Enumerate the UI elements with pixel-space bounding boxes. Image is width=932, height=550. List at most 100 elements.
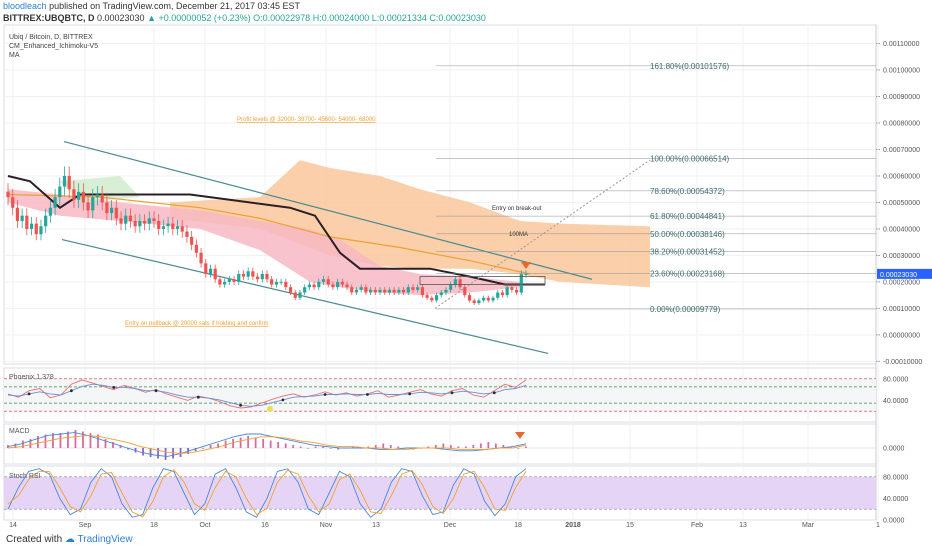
phoenix-series-line [7,379,527,409]
candle-body [317,281,321,288]
candle-body [95,194,100,198]
candle-body [124,215,128,224]
candle-body [227,279,231,282]
x-tick-label: 1 [876,522,880,529]
ichimoku-cloud [170,160,650,288]
phoenix-dot [450,391,454,395]
candle-body [411,287,415,290]
up-triangle-icon: ▲ [147,13,157,23]
candle-body [39,226,43,235]
macd-hist-bar [487,442,490,448]
macd-hist-bar [172,448,174,459]
macd-hist-bar [277,442,280,448]
macd-hist-bar [427,446,430,448]
macd-hist-bar [457,446,460,448]
candle-body [237,273,241,282]
candle-body [430,297,434,301]
x-tick-label: 14 [9,522,17,529]
macd-hist-bar [269,440,272,448]
macd-hist-bar [284,443,287,448]
down-arrow-icon [521,262,531,269]
candle-body [293,292,297,298]
phoenix-y-label: 40.0000 [883,398,908,405]
candle-body [67,175,71,190]
macd-hist-bar [472,445,475,448]
candle-body [142,220,147,224]
macd-hist-bar [179,448,182,457]
candle-body [524,273,528,275]
y-tick-label: 0.00000000 [883,332,920,339]
y-tick-label: 0.00050000 [883,200,920,207]
stoch-y-label: 0.0000 [883,518,905,525]
candle-body [514,289,519,293]
tradingview-link[interactable]: TradingView [77,534,133,545]
candle-body [505,287,509,296]
macd-hist-bar [67,431,69,448]
symbol-name: BITTREX:UBQBTC, D [3,13,95,23]
macd-hist-bar [525,446,527,448]
x-tick-label: Oct [200,522,211,529]
tradingview-cloud-icon: ☁ [64,534,75,545]
candle-body [152,218,156,221]
macd-y-label: 0.0000 [883,446,905,453]
macd-hist-bar [314,446,317,448]
channel-lower-line [61,238,549,354]
macd-hist-bar [367,446,370,448]
macd-hist-bar [299,446,302,448]
last-price-label: 0.00023030 [880,272,917,279]
candle-body [392,289,396,293]
candle-body [185,231,189,237]
candle-body [307,284,311,288]
footer: Created with ☁ TradingView [6,534,133,545]
candle-body [114,207,118,219]
candle-body [29,223,34,229]
macd-hist-bar [517,448,520,449]
macd-series-line [7,432,527,457]
candle-body [72,189,76,200]
candle-body [161,226,165,229]
pane-frame-2 [3,423,877,465]
candle-body [265,273,269,280]
macd-hist-bar [202,448,204,449]
created-with-text: Created with [6,534,63,545]
author-link[interactable]: bloodleach [3,1,47,11]
macd-hist-bar [292,445,295,448]
phoenix-y-label: 80.0000 [883,376,908,383]
macd-hist-bar [157,448,159,459]
macd-hist-bar [142,448,144,456]
fib-trend-line [434,159,651,309]
y-tick-label: 0.00080000 [883,120,920,127]
macd-hist-bar [307,448,310,449]
phoenix-dot [323,393,327,396]
macd-hist-bar [217,443,220,448]
macd-hist-bar [22,440,24,448]
entry-breakout-note: Entry on break-out [492,206,542,212]
header-price: 0.00023030 [97,13,145,23]
phoenix-title: Phoenix 1.378 [9,374,54,381]
candle-body [53,197,57,208]
macd-hist-bar [74,430,77,448]
stoch-y-label: 80.0000 [883,474,908,481]
phoenix-dot [112,386,116,389]
last-price-box [877,268,932,279]
macd-hist-bar [449,445,452,448]
legend-item: CM_Enhanced_Ichimoku-V5 [9,43,98,50]
macd-hist-bar [397,446,400,448]
candle-body [359,287,363,290]
candle-body [58,186,62,198]
fib-level-label: 78.60%(0.00054372) [650,187,725,196]
macd-hist-bar [194,448,197,451]
candle-body [138,220,142,227]
candle-body [119,218,123,224]
candle-body [467,295,472,301]
phoenix-dot [408,392,412,396]
legend-item: Ubiq / Bitcoin, D, BITTREX [9,34,93,41]
candle-body [326,279,330,285]
ohlc-open: O:0.00022978 [253,13,311,23]
macd-series-line [7,434,527,455]
candle-body [458,279,462,288]
macd-hist-bar [337,448,340,450]
channel-upper-line [63,140,593,280]
candle-body [477,300,481,304]
